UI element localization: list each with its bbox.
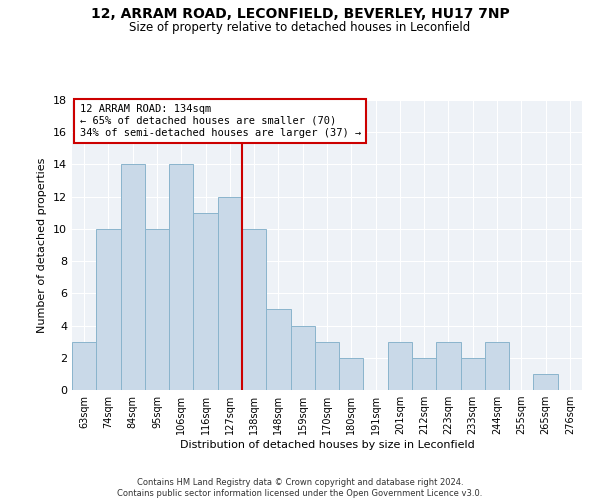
Bar [485, 342, 509, 390]
Bar [388, 342, 412, 390]
Text: 12, ARRAM ROAD, LECONFIELD, BEVERLEY, HU17 7NP: 12, ARRAM ROAD, LECONFIELD, BEVERLEY, HU… [91, 8, 509, 22]
Y-axis label: Number of detached properties: Number of detached properties [37, 158, 47, 332]
Bar [266, 310, 290, 390]
X-axis label: Distribution of detached houses by size in Leconfield: Distribution of detached houses by size … [179, 440, 475, 450]
Bar [242, 229, 266, 390]
Bar [72, 342, 96, 390]
Text: Contains HM Land Registry data © Crown copyright and database right 2024.
Contai: Contains HM Land Registry data © Crown c… [118, 478, 482, 498]
Bar [436, 342, 461, 390]
Bar [145, 229, 169, 390]
Bar [412, 358, 436, 390]
Text: 12 ARRAM ROAD: 134sqm
← 65% of detached houses are smaller (70)
34% of semi-deta: 12 ARRAM ROAD: 134sqm ← 65% of detached … [80, 104, 361, 138]
Bar [169, 164, 193, 390]
Bar [533, 374, 558, 390]
Bar [315, 342, 339, 390]
Bar [339, 358, 364, 390]
Text: Size of property relative to detached houses in Leconfield: Size of property relative to detached ho… [130, 21, 470, 34]
Bar [290, 326, 315, 390]
Bar [193, 213, 218, 390]
Bar [121, 164, 145, 390]
Bar [218, 196, 242, 390]
Bar [461, 358, 485, 390]
Bar [96, 229, 121, 390]
